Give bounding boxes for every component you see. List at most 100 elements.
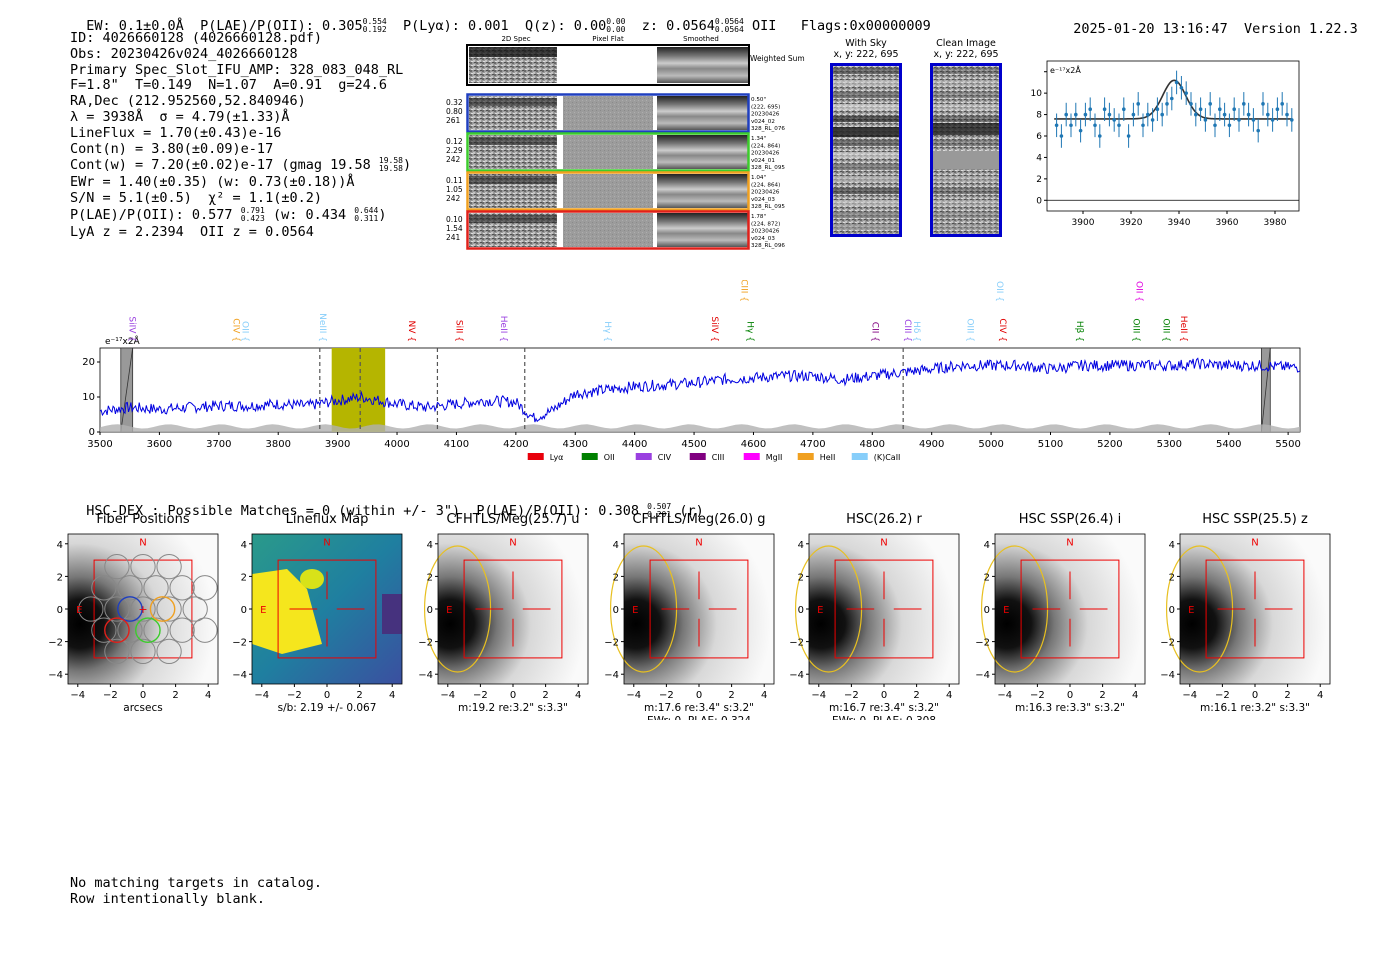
fit-point (1184, 91, 1188, 95)
panel-ytick-label: 0 (241, 605, 247, 616)
cutout-grid: 2D Spec Pixel Flat Smoothed Weighted Sum… (446, 35, 805, 250)
spec-line-label: CIII { (902, 319, 912, 342)
aperture-box (834, 559, 934, 659)
cutout-row-left-label: 261 (446, 116, 461, 125)
panel-xtick-label: −4 (1182, 690, 1197, 701)
spec-line-label: HeII { (1178, 316, 1188, 342)
spec-hatch-line (1260, 347, 1271, 433)
panel-xtick-label: 0 (881, 690, 887, 701)
aperture-box (649, 559, 749, 659)
panel-ytick-label: 2 (241, 572, 247, 583)
sky-band (933, 116, 999, 122)
panel-ytick-label: 0 (57, 605, 63, 616)
spec-line-label: Hδ { (911, 321, 921, 342)
spec-line-label: SiII { (453, 320, 463, 342)
fit-xtick-label: 3900 (1072, 218, 1095, 228)
info-radec: RA,Dec (212.952560,52.840946) (70, 93, 306, 110)
fiber-circle (143, 617, 169, 643)
info-plae2-w-lo: 0.311 (354, 213, 379, 223)
north-label: N (1251, 537, 1258, 548)
panel-ytick-label: 4 (57, 540, 63, 551)
sky-band (833, 224, 899, 230)
spec-line-label: OIII { (964, 318, 974, 342)
fit-point (1064, 112, 1068, 117)
fit-point (1107, 112, 1112, 117)
east-label: E (1003, 605, 1009, 616)
spec-xtick-label: 4400 (622, 439, 647, 450)
header-plae: P(LAE)/P(OII): 0.305 (200, 18, 363, 34)
fiber-circle (117, 575, 143, 601)
spec-line-label: OII { (1134, 281, 1144, 302)
info-plae2-w: (w: 0.434 (272, 206, 347, 223)
imaging-panel-title: Lineflux Map (285, 512, 369, 527)
spec-line-label: Hγ { (602, 321, 612, 342)
sky-band (933, 80, 999, 86)
cutout-row-right-label: 20230426 (751, 151, 780, 157)
imaging-panels: Fiber Positions + N E −4 −4 −2 −2 0 0 2 2 4 4 arcsecs L… (0, 510, 1400, 730)
panel-ytick-label: −2 (1160, 638, 1175, 649)
panel-ytick-label: 2 (427, 572, 433, 583)
fit-point (1208, 102, 1212, 106)
spec-legend-label: HeII (820, 453, 836, 462)
spec-line-label: CII { (869, 322, 879, 342)
spec-legend-swatch (635, 453, 652, 460)
spec-unit-label: e⁻¹⁷x2Å (105, 335, 141, 347)
panel-xtick-label: −2 (844, 690, 859, 701)
fit-point (1059, 134, 1064, 138)
fit-point (1275, 107, 1280, 112)
fit-ytick-label: 6 (1036, 132, 1042, 142)
spec-xtick-label: 3600 (147, 439, 172, 450)
hsc-dex-band: (r) (679, 503, 704, 519)
sky-mask-band (933, 151, 999, 169)
info-plae2-lo: 0.423 (240, 213, 265, 223)
fit-point (1160, 112, 1164, 117)
panel-ytick-label: −4 (48, 670, 63, 681)
with-sky-label: With Sky (845, 38, 887, 49)
cutout-header-smoothed: Smoothed (683, 35, 719, 43)
sky-band (833, 140, 899, 146)
panel-xtick-label: 4 (946, 690, 952, 701)
fit-ytick-label: 10 (1031, 89, 1043, 99)
spec-xtick-label: 5100 (1038, 439, 1063, 450)
spec-legend-swatch (581, 453, 598, 460)
full-spectrum-chart: 0 10 20 3500 3600 3700 3800 3900 4000 4100 4200 430… (82, 280, 1301, 462)
hsc-dex-hi: 0.507 (647, 502, 672, 511)
cutout-row-left-label: 1.05 (446, 185, 463, 194)
fit-point (1088, 107, 1092, 112)
info-plae2: P(LAE)/P(OII): 0.577 (70, 206, 233, 223)
panel-xtick-label: 2 (356, 690, 362, 701)
imaging-panel-title: CFHTLS/Meg(26.0) g (632, 512, 766, 527)
fit-xtick-label: 3940 (1168, 218, 1191, 228)
panel-ytick-label: 4 (613, 540, 619, 551)
north-label: N (139, 537, 146, 548)
spec-xtick-label: 4000 (384, 439, 409, 450)
panel-xtick-label: 2 (728, 690, 734, 701)
spec-line-label: OIII { (1160, 318, 1170, 342)
north-label: N (1066, 537, 1073, 548)
fit-point (1232, 107, 1236, 112)
spec-xtick-label: 4100 (444, 439, 469, 450)
panel-xtick-label: −2 (1030, 690, 1045, 701)
aperture-box (463, 559, 563, 659)
spec-legend-label: CIV (658, 453, 672, 462)
spec-xtick-label: 5000 (978, 439, 1003, 450)
sky-band (833, 188, 899, 194)
panel-ytick-label: 2 (1169, 572, 1175, 583)
galaxy-image (1180, 534, 1330, 684)
info-sn: S/N = 5.1(±0.5) χ² = 1.1(±0.2) (70, 190, 322, 207)
cutout-2dspec-band (469, 176, 557, 184)
panel-ytick-label: 2 (798, 572, 804, 583)
spec-legend-label: OII (604, 453, 615, 462)
spec-xtick-label: 4900 (919, 439, 944, 450)
cutout-row-right-label: 328_RL_095 (751, 204, 785, 210)
cutout-row-left-label: 0.32 (446, 98, 463, 107)
spec-legend-label: MgII (766, 453, 783, 462)
hsc-dex-text: HSC-DEX : Possible Matches = 0 (within +… (86, 503, 639, 519)
panel-xtick-label: 0 (510, 690, 516, 701)
sky-dark-band (833, 127, 899, 137)
spec-line-label: CIII { (739, 280, 749, 302)
info-fit: F=1.8" T=0.149 N=1.07 A=0.91 g=24.6 (70, 77, 387, 94)
sky-band (833, 164, 899, 170)
sky-band (833, 92, 899, 98)
